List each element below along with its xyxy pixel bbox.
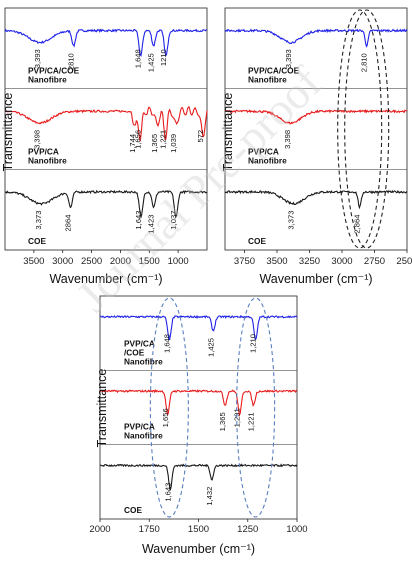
peak-label: 1,365 xyxy=(150,134,159,153)
peak-label: 1,425 xyxy=(147,53,156,72)
y-axis-label: Transmittance xyxy=(221,93,235,172)
series-label: Nanofibre xyxy=(124,431,163,441)
peak-label: 1,425 xyxy=(206,338,215,357)
series-label: Nanofibre xyxy=(248,155,287,165)
peak-label: 3,393 xyxy=(284,49,293,68)
spectrum-line-2 xyxy=(224,108,408,125)
peak-label: 1,656 xyxy=(161,408,170,427)
peak-label: 1,744 xyxy=(128,134,137,153)
peak-label: 1,648 xyxy=(134,49,143,68)
series-label: PVP/CA xyxy=(124,422,155,432)
peak-label: 1210 xyxy=(159,49,168,66)
series-label: Nanofibre xyxy=(248,75,287,85)
spectrum-line-1 xyxy=(224,28,408,48)
x-tick-label: 1000 xyxy=(286,524,307,535)
peak-label: 1,643 xyxy=(134,211,143,230)
x-axis-label: Wavenumber (cm⁻¹) xyxy=(49,272,162,286)
x-tick-label: 2000 xyxy=(110,256,131,267)
chart-a: 3,393 2810 1,648 1,425 1210PVP/CA/COENanofib… xyxy=(1,7,208,286)
peak-label: 1,210 xyxy=(249,334,258,353)
series-label: Nanofibre xyxy=(28,155,67,165)
peak-label: 1,221 xyxy=(246,412,255,431)
peak-label: 2864 xyxy=(64,215,73,232)
x-tick-label: 2000 xyxy=(89,524,110,535)
x-tick-label: 3750 xyxy=(234,256,255,267)
peak-label: 3,393 xyxy=(33,49,42,68)
plot-frame xyxy=(224,7,408,251)
peak-label: 1,643 xyxy=(163,483,172,502)
peak-label: 1,432 xyxy=(205,487,214,506)
x-tick-label: 3250 xyxy=(299,256,320,267)
x-axis-label: Wavenumber (cm⁻¹) xyxy=(142,542,255,556)
series-label: /COE xyxy=(124,347,145,357)
peak-label: 2810 xyxy=(67,53,76,70)
series-label: COE xyxy=(248,236,266,246)
series-label: PVP/CA/COE xyxy=(28,66,80,76)
spectrum-line-3 xyxy=(100,463,298,492)
peak-label: 1,039 xyxy=(169,134,178,153)
x-tick-label: 1000 xyxy=(168,256,189,267)
highlight-ellipse xyxy=(149,297,189,518)
x-tick-label: 3500 xyxy=(23,256,44,267)
x-tick-label: 2500 xyxy=(396,256,412,267)
series-label: Nanofibre xyxy=(28,75,67,85)
y-axis-label: Transmittance xyxy=(95,369,109,448)
chart-b: 3,393 2,810PVP/CA/COENanofibre3,398PVP/CA… xyxy=(221,7,412,286)
x-tick-label: 3000 xyxy=(52,256,73,267)
x-tick-label: 1750 xyxy=(139,524,160,535)
peak-label: 2,864 xyxy=(353,215,362,234)
series-label: COE xyxy=(124,505,142,515)
highlight-ellipse xyxy=(236,297,276,518)
peak-label: 1,365 xyxy=(218,412,227,431)
spectrum-line-3 xyxy=(224,189,408,210)
y-axis-label: Transmittance xyxy=(1,93,15,172)
plot-frame xyxy=(99,295,298,520)
peak-label: 3,373 xyxy=(287,211,296,230)
x-tick-label: 3500 xyxy=(266,256,287,267)
peak-label: 572 xyxy=(196,130,205,143)
series-label: PVP/CA/COE xyxy=(248,66,300,76)
x-tick-label: 1500 xyxy=(139,256,160,267)
plot-frame xyxy=(4,7,208,251)
spectrum-line-2 xyxy=(99,389,298,418)
spectrum-line-2 xyxy=(4,106,208,142)
peak-label: 3,373 xyxy=(34,211,43,230)
peak-label: 2,810 xyxy=(360,53,369,72)
peak-label: 1,423 xyxy=(147,215,156,234)
x-tick-label: 2500 xyxy=(81,256,102,267)
series-label: PVP/CA xyxy=(248,146,279,156)
series-label: COE xyxy=(28,236,46,246)
spectrum-line-1 xyxy=(4,28,208,58)
highlight-ellipse xyxy=(337,9,383,249)
series-label: Nanofibre xyxy=(124,356,163,366)
peak-label: 1,656 xyxy=(133,130,142,149)
x-tick-label: 1250 xyxy=(237,524,258,535)
peak-label: 1,648 xyxy=(162,334,171,353)
x-tick-label: 1500 xyxy=(188,524,209,535)
x-axis-label: Wavenumber (cm⁻¹) xyxy=(259,272,372,286)
peak-label: 1,221 xyxy=(158,130,167,149)
peak-label: 3,398 xyxy=(283,130,292,149)
peak-label: 1,291 xyxy=(233,408,242,427)
peak-label: 1,037 xyxy=(169,211,178,230)
series-label: PVP/CA xyxy=(124,338,155,348)
highlight-ellipse xyxy=(344,9,390,249)
spectrum-line-3 xyxy=(4,189,208,220)
spectrum-line-1 xyxy=(100,314,298,341)
x-tick-label: 3000 xyxy=(331,256,352,267)
series-label: PVP/CA xyxy=(28,146,59,156)
peak-label: 3,398 xyxy=(33,130,42,149)
x-tick-label: 2750 xyxy=(364,256,385,267)
